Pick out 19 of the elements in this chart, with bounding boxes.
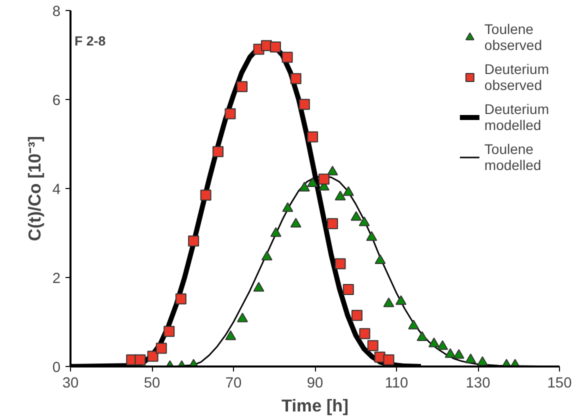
x-tick-label: 30 [62, 376, 79, 392]
x-tick-label: 150 [547, 376, 572, 392]
y-axis-title: C(t)/Co [10⁻³] [24, 136, 44, 242]
x-tick-label: 90 [306, 376, 324, 392]
legend-label: Toulene observed [484, 20, 542, 54]
legend-label: Deuterium modelled [484, 100, 549, 134]
x-tick-label: 130 [466, 376, 490, 392]
x-tick-label: 110 [384, 376, 408, 392]
y-tick-label: 6 [52, 93, 61, 109]
annotation: F 2-8 [74, 34, 106, 48]
x-tick-label: 70 [225, 376, 242, 392]
legend-label: Toulene modelled [484, 140, 542, 174]
x-tick-label: 50 [144, 376, 160, 392]
legend-label: Deuterium observed [484, 60, 549, 94]
y-tick-label: 0 [52, 360, 61, 376]
y-tick-label: 2 [52, 271, 61, 287]
y-tick-label: 4 [52, 182, 61, 198]
y-tick-label: 8 [52, 4, 61, 20]
x-axis-title: Time [h] [281, 396, 349, 416]
